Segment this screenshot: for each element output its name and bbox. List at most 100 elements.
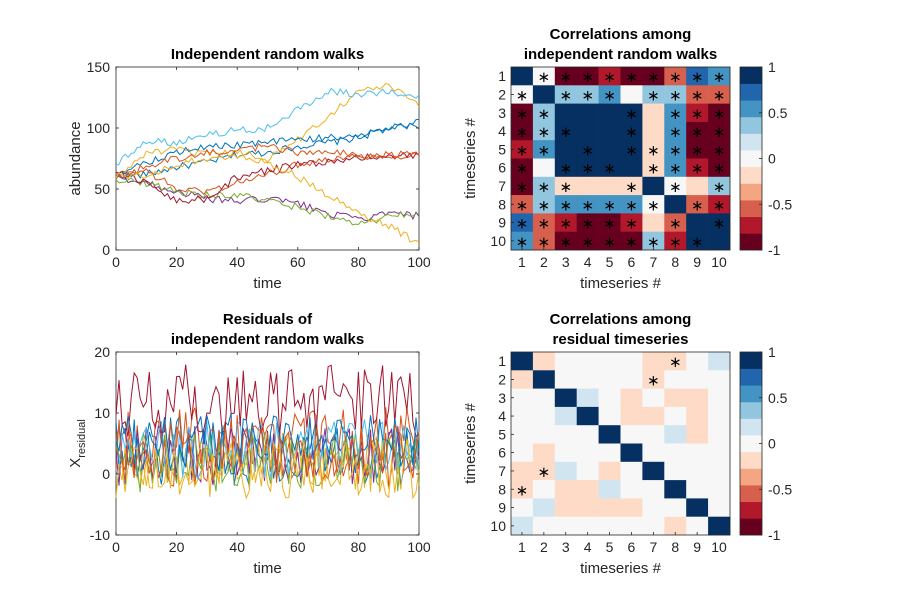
x-tick-label: 40	[229, 254, 245, 270]
y-tick-label: 10	[490, 518, 506, 534]
heatmap-cell	[664, 85, 687, 104]
x-tick-label: 100	[407, 539, 431, 555]
significance-marker: ∗	[647, 196, 660, 214]
heatmap-cell	[664, 406, 687, 426]
significance-marker: ∗	[516, 86, 529, 104]
heatmap-cell	[598, 388, 621, 408]
heatmap-cell	[511, 388, 534, 408]
heatmap-cell	[686, 67, 709, 86]
heatmap-cell	[532, 67, 556, 86]
chart-title-line-1: Residuals of	[223, 311, 313, 328]
significance-marker: ∗	[581, 86, 594, 104]
heatmap-cell	[708, 158, 731, 178]
heatmap-cell	[511, 67, 534, 86]
significance-marker: ∗	[538, 68, 551, 86]
y-tick-label: 4	[498, 123, 506, 139]
x-tick-label: 2	[540, 539, 548, 555]
heatmap-cell	[511, 352, 534, 371]
significance-marker: ∗	[647, 371, 660, 389]
heatmap-cell	[664, 461, 687, 481]
heatmap-cell	[532, 85, 556, 104]
significance-marker: ∗	[625, 196, 638, 214]
x-tick-label: 60	[290, 254, 306, 270]
significance-marker: ∗	[669, 123, 682, 141]
heatmap-cell	[554, 480, 577, 499]
significance-marker: ∗	[713, 160, 726, 178]
x-tick-label: 4	[584, 254, 592, 270]
heatmap-cell	[511, 121, 534, 141]
heatmap-cell	[598, 158, 621, 178]
heatmap-cell	[708, 140, 731, 159]
heatmap-cell	[554, 67, 577, 86]
plot-area-border	[510, 66, 731, 251]
colorbar-segment	[740, 83, 762, 101]
colorbar-tick-label: -0.5	[768, 481, 792, 497]
heatmap-cell	[554, 406, 577, 426]
colorbar-tick-label: -0.5	[768, 196, 792, 212]
heatmap-cell	[532, 158, 556, 178]
y-tick-label: 6	[498, 445, 506, 461]
significance-marker: ∗	[669, 178, 682, 196]
heatmap-cell	[576, 195, 599, 214]
y-axis-label: Xresidual	[67, 419, 88, 468]
heatmap-cell	[598, 406, 621, 426]
heatmap-cell	[554, 443, 577, 463]
significance-marker: ∗	[669, 105, 682, 123]
heatmap-cell	[686, 352, 709, 371]
y-axis-label: timeseries #	[462, 402, 479, 484]
colorbar-segment	[740, 485, 762, 503]
significance-marker: ∗	[516, 105, 529, 123]
significance-marker: ∗	[691, 233, 704, 251]
heatmap-cell	[664, 140, 687, 159]
heatmap-cell	[532, 352, 556, 371]
significance-marker: ∗	[538, 123, 551, 141]
significance-marker: ∗	[713, 68, 726, 86]
significance-marker: ∗	[538, 196, 551, 214]
x-tick-label: 7	[649, 539, 657, 555]
heatmap-cell	[708, 85, 731, 104]
heatmap-cell	[664, 516, 687, 536]
heatmap-cell	[598, 425, 621, 444]
heatmap-cell	[686, 121, 709, 141]
colorbar-segment	[740, 216, 762, 234]
heatmap-cell	[532, 406, 556, 426]
heatmap-cell	[532, 103, 556, 123]
plot-area	[115, 66, 420, 251]
chart-title-line-2: independent random walks	[171, 331, 364, 348]
heatmap-cell	[620, 103, 643, 123]
heatmap-cell	[686, 425, 709, 444]
x-tick-label: 1	[518, 539, 526, 555]
heatmap-cell	[576, 67, 599, 86]
significance-marker: ∗	[581, 233, 594, 251]
chart-title-line-1: Correlations among	[550, 311, 692, 328]
heatmap-cell	[532, 388, 556, 408]
heatmap-cell	[686, 443, 709, 463]
colorbar-tick-label: 0	[768, 436, 776, 452]
heatmap-cell	[532, 443, 556, 463]
heatmap-cell	[664, 370, 687, 389]
heatmap-cell	[664, 176, 687, 196]
heatmap-cell	[708, 480, 731, 499]
x-tick-label: 0	[112, 254, 120, 270]
significance-marker: ∗	[625, 215, 638, 233]
colorbar-segment	[740, 352, 762, 369]
heatmap-cell	[708, 370, 731, 389]
heatmap-cell	[511, 516, 534, 536]
y-axis-label-subscript: residual	[76, 419, 88, 458]
heatmap-cell	[664, 388, 687, 408]
heatmap-cell	[511, 461, 534, 481]
heatmap-cell	[532, 370, 556, 389]
colorbar-segment	[740, 133, 762, 151]
significance-marker: ∗	[669, 215, 682, 233]
heatmap-cell	[576, 231, 599, 251]
heatmap-cell	[686, 140, 709, 159]
heatmap-cell	[620, 85, 643, 104]
colorbar-tick-label: 0.5	[768, 105, 788, 121]
x-tick-label: 40	[229, 539, 245, 555]
heatmap-cell	[576, 352, 599, 371]
significance-marker: ∗	[603, 215, 616, 233]
significance-marker: ∗	[625, 123, 638, 141]
significance-marker: ∗	[691, 196, 704, 214]
x-tick-label: 5	[606, 539, 614, 555]
